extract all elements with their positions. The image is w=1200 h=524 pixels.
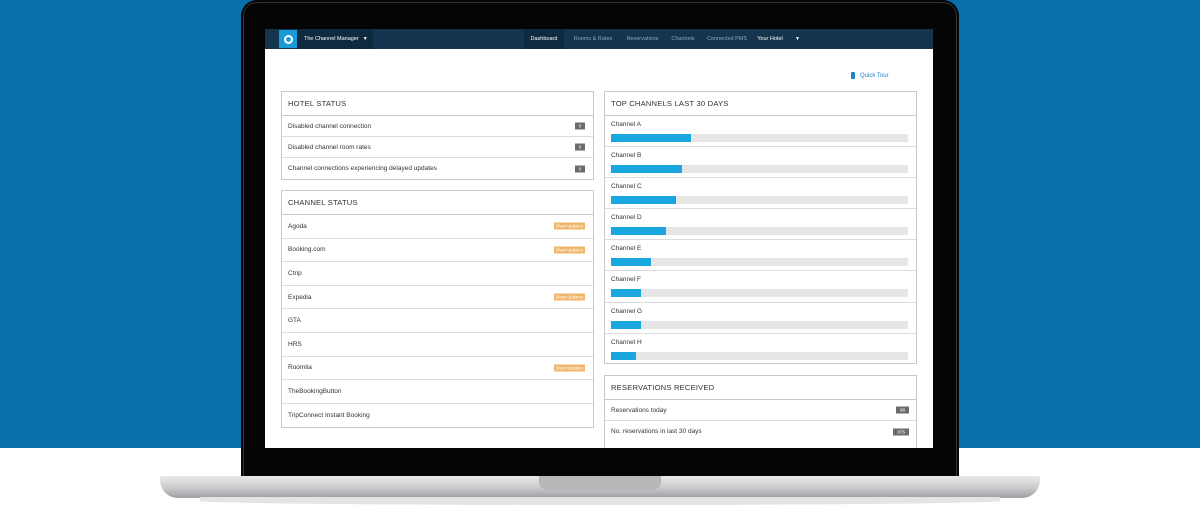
channel-bar-fill [611, 227, 666, 236]
channel-bar-fill [611, 351, 637, 360]
top-channel-row: Channel C [605, 178, 916, 210]
channel-bar-fill [611, 289, 641, 298]
count-badge: 0 [575, 143, 585, 151]
top-navbar: The Channel Manager ▼ Dashboard Rooms & … [265, 29, 933, 49]
reservations-panel: RESERVATIONS RECEIVED Reservations today… [604, 375, 917, 448]
channel-name-label: Booking.com [288, 246, 326, 254]
channel-name-label: Channel F [611, 276, 641, 284]
channel-name-label: GTA [288, 317, 301, 325]
phone-icon [851, 72, 855, 79]
reservations-label: No. reservations in last 30 days [611, 428, 702, 435]
show-updates-button[interactable]: Show Updates [553, 364, 585, 372]
channel-name-label: Roomlia [288, 364, 312, 372]
channel-status-list: Agoda Show Updates Booking.com Show Updates… [282, 215, 593, 427]
hotel-status-label: Channel connections experiencing delayed… [288, 165, 437, 172]
nav-dashboard[interactable]: Dashboard [524, 29, 564, 49]
hotel-status-row: Disabled channel connection 0 [282, 116, 593, 137]
channel-bar-track [611, 227, 908, 236]
show-updates-button[interactable]: Show Updates [553, 246, 585, 254]
channel-status-title: CHANNEL STATUS [282, 191, 593, 215]
hotel-status-label: Disabled channel connection [288, 122, 372, 130]
show-updates-button[interactable]: Show Updates [553, 222, 585, 230]
count-badge: 875 [893, 428, 909, 435]
channel-name-label: Channel D [611, 214, 642, 222]
top-channel-row: Channel F [605, 271, 916, 303]
channel-status-row: Expedia Show Updates [282, 286, 593, 310]
channel-bar-track [611, 351, 908, 360]
top-channels-panel: TOP CHANNELS LAST 30 DAYS Channel A Chann… [604, 91, 917, 364]
nav-connected-pms[interactable]: Connected PMS [706, 36, 748, 42]
channel-bar-track [611, 320, 908, 329]
channel-name-label: Expedia [288, 293, 312, 301]
channel-status-row: Agoda Show Updates [282, 215, 593, 239]
top-channels-title: TOP CHANNELS LAST 30 DAYS [605, 92, 916, 116]
hotel-status-title: HOTEL STATUS [282, 92, 593, 116]
channel-bar-fill [611, 165, 683, 174]
nav-channels[interactable]: Channels [671, 36, 695, 42]
channel-name-label: Ctrip [288, 269, 302, 277]
channel-name-label: TripConnect Instant Booking [288, 412, 370, 420]
channel-bar-fill [611, 320, 641, 329]
channel-status-row: Roomlia Show Updates [282, 357, 593, 381]
laptop-shadow [200, 497, 1000, 505]
channel-status-row: Ctrip [282, 262, 593, 286]
channel-status-row: GTA [282, 309, 593, 333]
top-channels-list: Channel A Channel B Channel C Channel D Chan… [605, 116, 916, 365]
reservations-title: RESERVATIONS RECEIVED [605, 376, 916, 400]
channel-name-label: TheBookingButton [288, 387, 342, 395]
app-logo-icon[interactable] [279, 30, 297, 48]
hotel-status-row: Disabled channel room rates 0 [282, 137, 593, 158]
count-badge: 0 [575, 122, 585, 130]
brand-menu[interactable]: The Channel Manager ▼ [297, 29, 373, 49]
app-screen: The Channel Manager ▼ Dashboard Rooms & … [265, 29, 933, 448]
reservations-label: Reservations today [611, 406, 667, 414]
channel-bar-track [611, 134, 908, 142]
channel-name-label: Channel A [611, 121, 641, 128]
top-channel-row: Channel B [605, 147, 916, 179]
reservations-row: Reservations today 98 [605, 400, 916, 421]
brand-label: The Channel Manager [304, 36, 359, 42]
top-channel-row: Channel H [605, 334, 916, 365]
channel-bar-fill [611, 258, 652, 267]
nav-rooms-rates[interactable]: Rooms & Rates [573, 36, 613, 42]
top-channel-row: Channel G [605, 303, 916, 334]
quick-tour-label: Quick Tour [860, 72, 889, 79]
channel-status-row: TripConnect Instant Booking [282, 404, 593, 428]
show-updates-button[interactable]: Show Updates [553, 293, 585, 301]
channel-bar-track [611, 289, 908, 298]
channel-bar-fill [611, 134, 692, 142]
count-badge: 0 [575, 165, 585, 172]
channel-bar-track [611, 165, 908, 174]
channel-bar-track [611, 196, 908, 205]
channel-name-label: Channel C [611, 183, 642, 191]
top-channel-row: Channel E [605, 240, 916, 272]
laptop-notch [539, 476, 661, 490]
channel-name-label: HRS [288, 340, 302, 348]
nav-reservations[interactable]: Reservations [626, 36, 659, 42]
hotel-status-row: Channel connections experiencing delayed… [282, 158, 593, 179]
hotel-caret-down-icon[interactable]: ▼ [795, 36, 800, 42]
channel-status-panel: CHANNEL STATUS Agoda Show Updates Booking.… [281, 190, 594, 428]
channel-name-label: Channel B [611, 152, 642, 160]
count-badge: 98 [895, 406, 909, 414]
caret-down-icon: ▼ [362, 36, 368, 42]
channel-bar-track [611, 258, 908, 267]
channel-status-row: Booking.com Show Updates [282, 239, 593, 263]
hotel-menu[interactable]: Your Hotel [757, 36, 783, 42]
channel-bar-fill [611, 196, 677, 205]
channel-name-label: Agoda [288, 222, 307, 230]
channel-status-row: HRS [282, 333, 593, 357]
quick-tour-link[interactable]: Quick Tour [851, 72, 889, 79]
top-channel-row: Channel A [605, 116, 916, 148]
hotel-status-panel: HOTEL STATUS Disabled channel connection… [281, 91, 594, 180]
hotel-status-label: Disabled channel room rates [288, 143, 371, 151]
channel-status-row: TheBookingButton [282, 380, 593, 404]
channel-name-label: Channel G [611, 307, 643, 315]
top-channel-row: Channel D [605, 209, 916, 241]
channel-name-label: Channel H [611, 338, 642, 346]
channel-name-label: Channel E [611, 245, 642, 253]
reservations-row: No. reservations in last 30 days 875 [605, 421, 916, 442]
